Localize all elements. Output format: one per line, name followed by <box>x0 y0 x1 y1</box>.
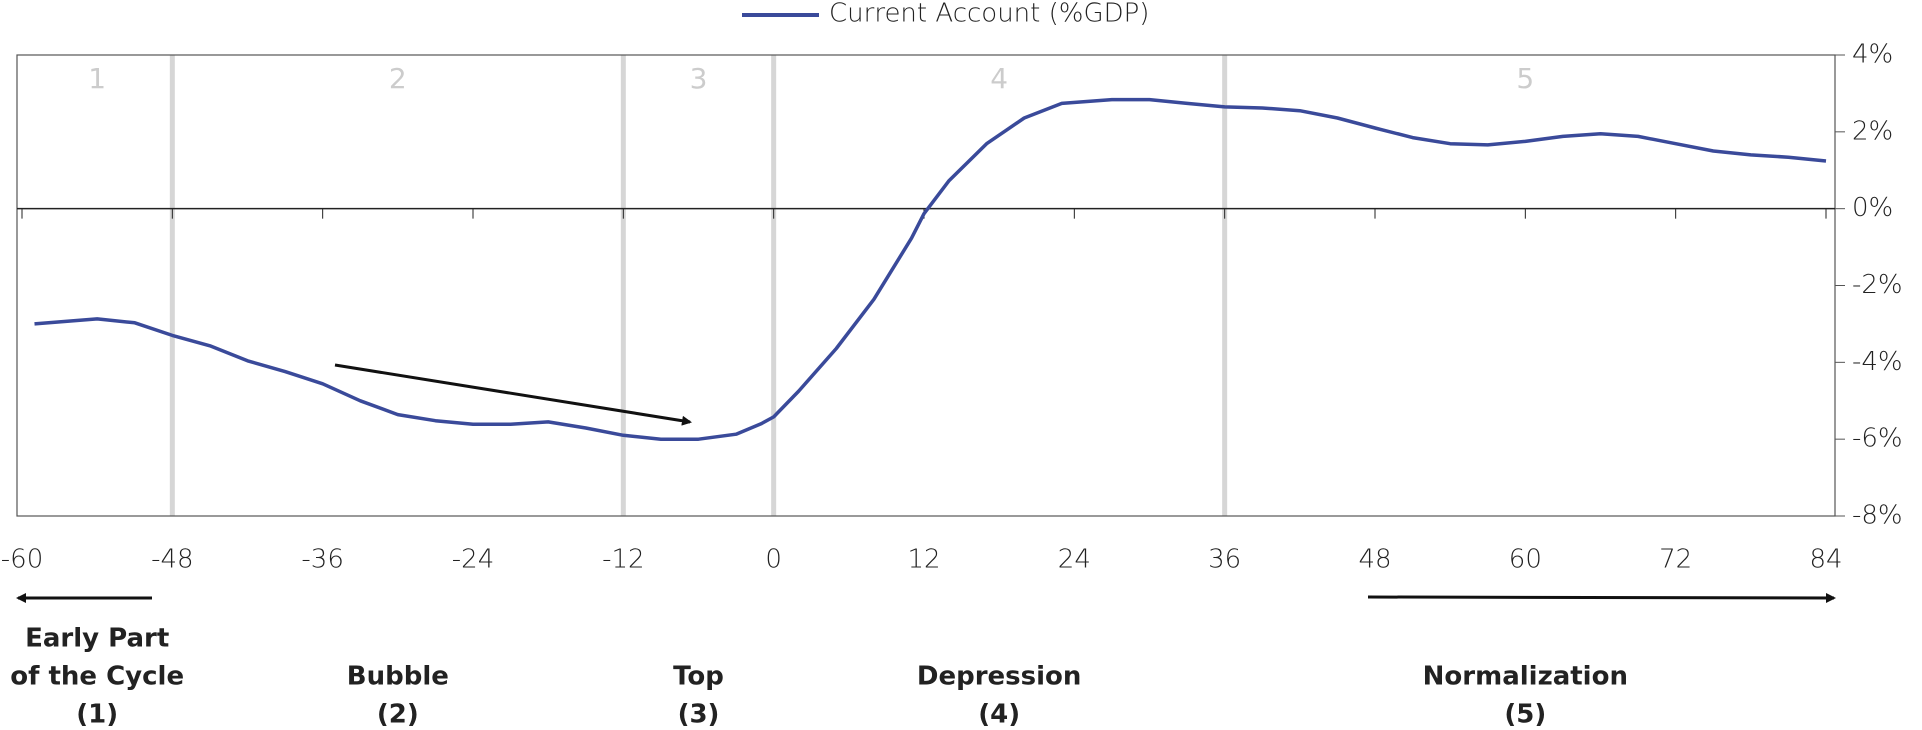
phase-name: of the Cycle <box>10 662 184 692</box>
x-tick-label: 60 <box>1509 545 1542 575</box>
phase-name: (1) <box>76 700 118 730</box>
x-tick-label: 24 <box>1058 545 1091 575</box>
phase-name: Bubble <box>347 662 449 692</box>
phase-number: 4 <box>990 62 1008 95</box>
x-tick-label: -12 <box>602 545 644 575</box>
phase-number: 5 <box>1516 62 1534 95</box>
phase-name: Depression <box>917 662 1082 692</box>
x-tick-label: 48 <box>1358 545 1391 575</box>
y-tick-label: -4% <box>1852 347 1903 377</box>
phase-name: (4) <box>978 700 1020 730</box>
x-tick-label: 72 <box>1659 545 1692 575</box>
y-tick-label: -2% <box>1852 270 1903 300</box>
x-tick-label: -24 <box>452 545 494 575</box>
phase-name: Early Part <box>25 624 169 654</box>
y-tick-label: -8% <box>1852 501 1903 531</box>
right-arrow <box>1367 592 1836 603</box>
x-tick-label: -36 <box>301 545 343 575</box>
x-tick-label: -60 <box>1 545 43 575</box>
x-tick-label: -48 <box>151 545 193 575</box>
x-tick-label: 84 <box>1809 545 1842 575</box>
x-tick-label: 0 <box>765 545 782 575</box>
x-tick-label: 12 <box>907 545 940 575</box>
phase-name: Normalization <box>1423 662 1628 692</box>
y-tick-label: 4% <box>1852 40 1893 70</box>
phase-number: 1 <box>88 62 106 95</box>
legend-label: Current Account (%GDP) <box>829 0 1149 29</box>
phase-number: 3 <box>690 62 708 95</box>
y-tick-label: -6% <box>1852 424 1903 454</box>
x-tick-label: 36 <box>1208 545 1241 575</box>
phase-name: (5) <box>1504 700 1546 730</box>
y-tick-label: 2% <box>1852 116 1893 146</box>
y-tick-label: 0% <box>1852 193 1893 223</box>
phase-name: (2) <box>377 700 419 730</box>
plot-frame <box>16 54 1836 517</box>
phase-number: 2 <box>389 62 407 95</box>
phase-name: (3) <box>678 700 720 730</box>
phase-name: Top <box>673 662 724 692</box>
trend-arrow <box>334 363 692 426</box>
data-line <box>34 97 1827 441</box>
